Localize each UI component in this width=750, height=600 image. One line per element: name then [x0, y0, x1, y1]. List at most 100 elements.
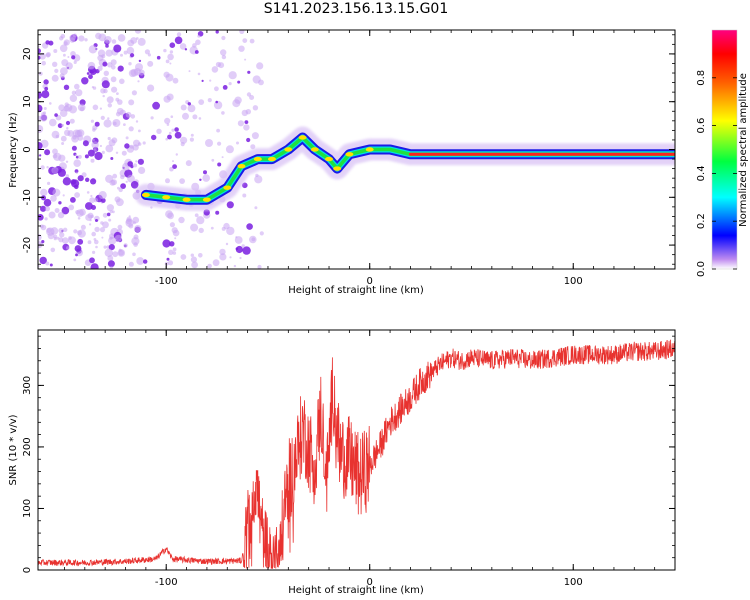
noise-dot	[137, 142, 142, 146]
noise-dot	[110, 76, 117, 83]
noise-dot	[120, 183, 126, 190]
noise-dot	[100, 115, 105, 120]
colorbar-tick-label: 0.8	[696, 70, 707, 86]
noise-dot	[169, 42, 176, 48]
noise-dot	[94, 121, 100, 127]
bottom-x-tick-label: 100	[564, 577, 583, 588]
noise-dot	[171, 128, 175, 132]
noise-dot	[130, 37, 138, 44]
noise-dot	[102, 61, 108, 67]
noise-dot	[76, 209, 84, 217]
noise-dot	[180, 254, 187, 260]
snr-line	[38, 339, 675, 570]
noise-dot	[187, 104, 196, 113]
ridge-peak	[223, 185, 232, 190]
noise-dot	[40, 205, 47, 212]
ridge-peak	[284, 147, 293, 152]
noise-dot	[99, 144, 102, 148]
noise-dot	[210, 226, 214, 230]
noise-dot	[151, 134, 157, 141]
noise-dot	[70, 51, 76, 57]
noise-dot	[172, 77, 179, 84]
noise-dot	[168, 131, 172, 135]
noise-dot	[218, 62, 225, 69]
noise-dot	[212, 259, 220, 267]
noise-dot	[135, 160, 138, 163]
noise-dot	[75, 89, 83, 97]
ridge-peak	[202, 197, 211, 202]
noise-dot	[66, 246, 70, 250]
noise-dot	[43, 198, 52, 207]
noise-dot	[53, 237, 57, 241]
frequency-ridge	[134, 126, 675, 211]
noise-dot	[229, 256, 232, 259]
noise-dot	[174, 127, 179, 132]
noise-dot	[259, 231, 264, 236]
noise-dot	[73, 60, 77, 64]
ridge-peak	[268, 156, 276, 162]
noise-dot	[64, 102, 69, 107]
noise-dot	[74, 184, 79, 190]
noise-dot	[107, 117, 110, 120]
noise-dot	[77, 175, 84, 182]
noise-dot	[237, 120, 244, 127]
colorbar-tick-label: 0.0	[696, 261, 707, 277]
noise-dot	[74, 192, 80, 198]
noise-dot	[60, 34, 66, 39]
noise-dot	[234, 236, 243, 244]
noise-dot	[217, 162, 222, 167]
noise-dot	[106, 96, 114, 104]
noise-dot	[69, 34, 76, 41]
noise-dot	[91, 205, 96, 210]
noise-dot	[44, 149, 51, 156]
noise-dot	[134, 30, 142, 34]
colorbar-ticks: 0.0 0.2 0.4 0.6 0.8	[696, 70, 737, 277]
noise-dot	[123, 243, 128, 248]
noise-dot	[38, 91, 42, 99]
noise-dot	[189, 137, 194, 142]
noise-dot	[167, 212, 175, 220]
noise-dot	[198, 117, 202, 120]
noise-dot	[90, 158, 95, 163]
noise-dot	[258, 79, 264, 86]
noise-dot	[46, 166, 49, 169]
noise-dot	[215, 210, 220, 215]
noise-dot	[198, 253, 203, 258]
noise-dot	[61, 142, 65, 145]
ridge-peak	[365, 147, 374, 152]
noise-dot	[104, 248, 114, 257]
noise-dot	[175, 153, 178, 156]
noise-dot	[87, 149, 95, 157]
bottom-y-tick-label: 100	[22, 499, 33, 518]
noise-dot	[221, 111, 225, 115]
noise-dot	[62, 177, 72, 186]
top-y-tick-label: 10	[22, 95, 33, 108]
noise-dot	[108, 139, 116, 147]
noise-dot	[105, 39, 109, 42]
noise-dot	[112, 121, 117, 126]
noise-dot	[110, 59, 117, 66]
noise-dot	[238, 45, 245, 52]
bottom-y-tick-label: 200	[22, 437, 33, 456]
noise-dot	[187, 102, 191, 106]
noise-dot	[207, 98, 212, 103]
noise-dot	[115, 97, 120, 102]
ridge-inner	[144, 135, 675, 202]
noise-dot	[250, 144, 256, 150]
noise-dot	[244, 58, 247, 61]
noise-dot	[236, 141, 239, 145]
noise-dot	[105, 44, 109, 48]
noise-dot	[113, 44, 122, 53]
noise-dot	[59, 109, 68, 117]
noise-dot	[130, 181, 139, 189]
noise-dot	[188, 70, 191, 73]
noise-dot	[103, 88, 108, 94]
noise-dot	[101, 236, 104, 239]
noise-dot	[213, 100, 223, 110]
noise-dot	[128, 261, 134, 267]
noise-dot	[144, 49, 150, 55]
noise-dot	[55, 134, 60, 139]
noise-dot	[180, 136, 188, 144]
noise-dot	[180, 142, 185, 147]
